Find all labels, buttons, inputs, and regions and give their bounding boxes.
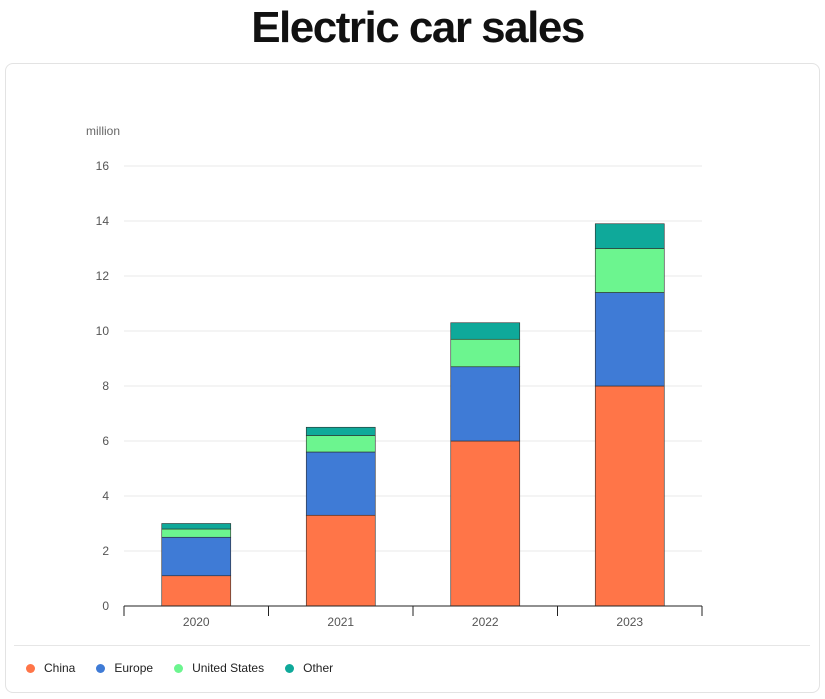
chart-title: Electric car sales (251, 3, 585, 52)
legend-label-other: Other (303, 661, 334, 675)
y-tick-label-10: 10 (96, 324, 110, 338)
y-tick-label-4: 4 (102, 489, 109, 503)
bar-china-2020[interactable] (161, 575, 232, 607)
chart-card (5, 63, 820, 693)
x-tick-label-2021: 2021 (327, 615, 354, 629)
legend-label-europe: Europe (114, 661, 154, 675)
legend-swatch-china (26, 663, 35, 673)
y-tick-label-12: 12 (96, 269, 110, 283)
bar-other-2021[interactable] (305, 426, 376, 436)
bars (161, 223, 665, 607)
legend: China Europe United States Other (26, 661, 354, 675)
bar-china-2023[interactable] (594, 385, 665, 607)
bar-united-states-2021[interactable] (305, 435, 376, 453)
bar-china-2021[interactable] (305, 514, 376, 607)
bar-europe-2023[interactable] (594, 292, 665, 387)
y-tick-label-14: 14 (96, 214, 110, 228)
y-tick-label-2: 2 (102, 544, 109, 558)
legend-divider (14, 645, 810, 646)
y-tick-label-16: 16 (96, 159, 110, 173)
x-tick-label-2023: 2023 (616, 615, 643, 629)
y-tick-label-8: 8 (102, 379, 109, 393)
y-axis-unit-label: million (86, 124, 121, 138)
bar-united-states-2020[interactable] (161, 528, 232, 538)
legend-item-other[interactable]: Other (285, 661, 333, 675)
legend-item-china[interactable]: China (26, 661, 75, 675)
bar-united-states-2022[interactable] (450, 338, 521, 368)
legend-swatch-other (285, 663, 295, 673)
x-tick-label-2020: 2020 (183, 615, 210, 629)
legend-swatch-united-states (174, 663, 184, 673)
bar-europe-2020[interactable] (161, 536, 232, 577)
legend-item-europe[interactable]: Europe (96, 661, 153, 675)
bar-other-2020[interactable] (161, 523, 232, 530)
legend-swatch-europe (96, 663, 106, 673)
y-axis-ticks: 0 2 4 6 8 10 12 14 16 (96, 159, 110, 613)
y-tick-label-0: 0 (102, 599, 109, 613)
x-axis-ticks: 2020 2021 2022 2023 (183, 615, 644, 629)
legend-item-united-states[interactable]: United States (174, 661, 264, 675)
bar-united-states-2023[interactable] (594, 248, 665, 293)
bar-other-2022[interactable] (450, 322, 521, 340)
bar-europe-2022[interactable] (450, 366, 521, 442)
bar-china-2022[interactable] (450, 440, 521, 607)
legend-label-united-states: United States (192, 661, 265, 675)
x-tick-label-2022: 2022 (472, 615, 499, 629)
x-axis (123, 605, 703, 616)
bar-europe-2021[interactable] (305, 451, 376, 516)
bar-other-2023[interactable] (594, 223, 665, 249)
y-tick-label-6: 6 (102, 434, 109, 448)
legend-label-china: China (44, 661, 76, 675)
